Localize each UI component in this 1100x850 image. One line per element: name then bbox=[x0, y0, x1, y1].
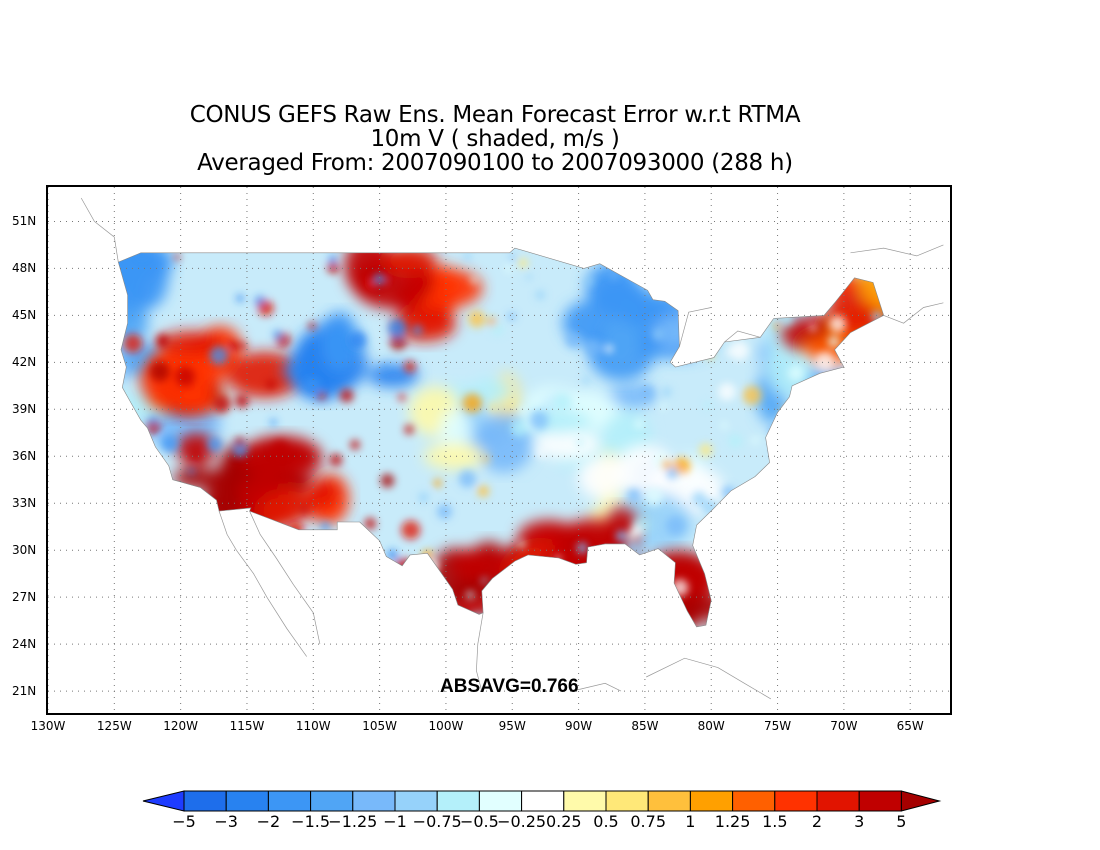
coastline-segment bbox=[724, 330, 761, 343]
coastline-segment bbox=[883, 302, 944, 324]
shaded-field bbox=[118, 248, 884, 627]
colorbar-box bbox=[605, 790, 649, 812]
colorbar-box bbox=[267, 790, 312, 812]
colorbar-label: 2 bbox=[811, 812, 823, 831]
coastline-segment bbox=[646, 657, 772, 700]
latitude-label: 39N bbox=[12, 402, 37, 417]
coastline-segment bbox=[850, 244, 944, 257]
longitude-label: 110W bbox=[295, 719, 331, 733]
longitude-label: 75W bbox=[763, 719, 792, 733]
colorbar-over-triangle bbox=[900, 790, 942, 812]
latitude-label: 45N bbox=[12, 308, 37, 323]
field-region-arizona bbox=[236, 435, 350, 535]
latitude-label: 21N bbox=[12, 684, 37, 699]
latitude-label: 33N bbox=[12, 496, 37, 511]
colorbar-box bbox=[521, 790, 565, 812]
longitude-label: 105W bbox=[362, 719, 397, 733]
colorbar-label: 1.5 bbox=[762, 812, 788, 831]
colorbar-box bbox=[816, 790, 860, 812]
longitude-label: 85W bbox=[631, 719, 659, 733]
colorbar-label: −0.75 bbox=[412, 812, 462, 831]
plot-subtitle-period: Averaged From: 2007090100 to 2007093000 … bbox=[197, 150, 793, 176]
colorbar-box bbox=[478, 790, 523, 812]
colorbar-box bbox=[732, 790, 776, 812]
latitude-label: 51N bbox=[12, 214, 37, 229]
map-frame bbox=[46, 185, 952, 715]
colorbar-box bbox=[394, 790, 438, 812]
colorbar-box bbox=[689, 790, 734, 812]
colorbar-box bbox=[647, 790, 691, 812]
longitude-label: 115W bbox=[229, 719, 265, 733]
colorbar-label: −3 bbox=[214, 812, 238, 831]
colorbar-label: 1.25 bbox=[714, 812, 751, 831]
colorbar-box bbox=[225, 790, 269, 812]
plot-title: CONUS GEFS Raw Ens. Mean Forecast Error … bbox=[189, 102, 801, 128]
colorbar-box bbox=[858, 790, 902, 812]
latitude-label: 48N bbox=[12, 261, 37, 276]
coastline-segment bbox=[80, 197, 119, 263]
colorbar-label: −1.25 bbox=[328, 812, 378, 831]
coastline-segment bbox=[679, 307, 712, 347]
colorbar bbox=[142, 790, 942, 812]
field-region-southeast bbox=[578, 444, 725, 552]
longitude-label: 65W bbox=[896, 719, 924, 733]
longitude-label: 100W bbox=[428, 719, 464, 733]
colorbar-label: 0.5 bbox=[593, 812, 619, 831]
coastline-segment bbox=[249, 510, 321, 645]
latitude-label: 36N bbox=[12, 449, 37, 464]
colorbar-label: −5 bbox=[172, 812, 196, 831]
colorbar-label: 0.25 bbox=[545, 812, 582, 831]
map-canvas bbox=[48, 187, 950, 713]
longitude-label: 125W bbox=[96, 719, 132, 733]
colorbar-label: 5 bbox=[896, 812, 907, 831]
longitude-label: 80W bbox=[697, 719, 725, 733]
colorbar-label: 1 bbox=[685, 812, 696, 831]
plot-subtitle-variable: 10m V ( shaded, m/s ) bbox=[370, 126, 620, 152]
colorbar-label: 3 bbox=[854, 812, 865, 831]
lat-lon-grid bbox=[48, 187, 950, 713]
longitude-label: 95W bbox=[498, 719, 526, 733]
latitude-label: 24N bbox=[12, 637, 37, 652]
colorbar-box bbox=[436, 790, 480, 812]
longitude-label: 70W bbox=[830, 719, 858, 733]
colorbar-label: 0.75 bbox=[630, 812, 666, 831]
field-region-florida-east bbox=[640, 550, 776, 627]
latitude-label: 27N bbox=[12, 590, 37, 605]
colorbar-under-triangle bbox=[142, 790, 185, 812]
conus-outline bbox=[117, 247, 885, 628]
absavg-annotation: ABSAVG=0.766 bbox=[440, 676, 579, 697]
coastline-segment bbox=[476, 612, 484, 692]
colorbar-box bbox=[310, 790, 354, 812]
longitude-label: 90W bbox=[565, 719, 593, 733]
colorbar-box bbox=[183, 790, 227, 812]
field-region-gulf-coast-texas bbox=[431, 541, 563, 627]
coastline-segment bbox=[571, 682, 622, 692]
longitude-label: 120W bbox=[163, 719, 199, 733]
colorbar-box bbox=[563, 790, 607, 812]
longitude-label: 130W bbox=[30, 719, 66, 733]
colorbar-label: −0.5 bbox=[459, 812, 499, 831]
coastline-segment bbox=[218, 510, 307, 657]
field-region-wyoming bbox=[281, 311, 419, 402]
colorbar-box bbox=[352, 790, 396, 812]
colorbar-box bbox=[774, 790, 818, 812]
latitude-label: 42N bbox=[12, 355, 37, 370]
colorbar-label: −2 bbox=[256, 812, 281, 831]
colorbar-label: −1.5 bbox=[291, 812, 331, 831]
coastline-outlines bbox=[80, 197, 944, 700]
colorbar-label: −1 bbox=[383, 812, 407, 831]
latitude-label: 30N bbox=[12, 543, 37, 558]
colorbar-label: −0.25 bbox=[497, 812, 547, 831]
